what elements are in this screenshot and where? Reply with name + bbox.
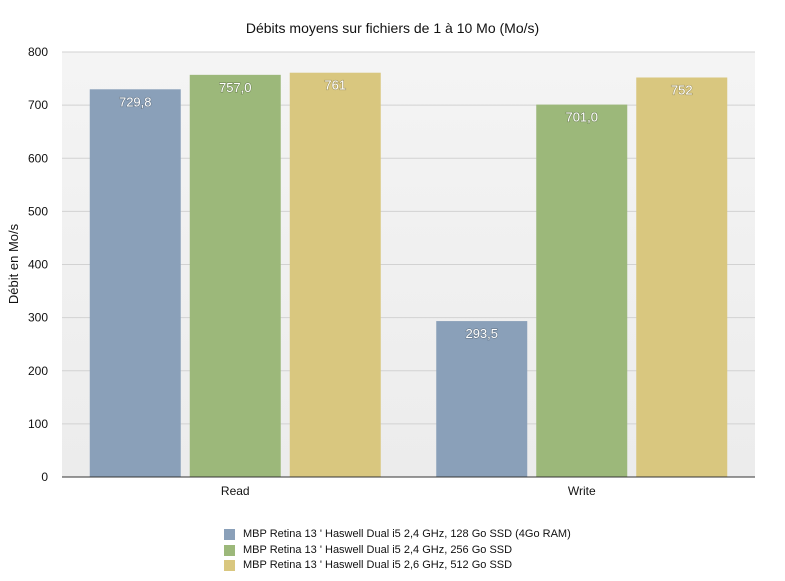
- data-label: 757,0: [219, 80, 252, 95]
- bar: [436, 321, 528, 477]
- category-label: Write: [568, 484, 596, 498]
- y-tick-label: 100: [28, 417, 48, 431]
- data-label: 761: [324, 78, 346, 93]
- legend-item: MBP Retina 13 ' Haswell Dual i5 2,6 GHz,…: [224, 558, 571, 574]
- y-axis-label: Débit en Mo/s: [6, 223, 21, 304]
- y-tick-label: 700: [28, 98, 48, 112]
- y-tick-label: 600: [28, 151, 48, 165]
- legend-label: MBP Retina 13 ' Haswell Dual i5 2,4 GHz,…: [243, 528, 571, 540]
- data-label: 729,8: [119, 94, 152, 109]
- bar: [636, 77, 728, 477]
- y-tick-label: 500: [28, 204, 48, 218]
- y-tick-label: 200: [28, 364, 48, 378]
- y-tick-label: 800: [28, 45, 48, 59]
- bar: [536, 104, 628, 477]
- bar: [289, 72, 381, 477]
- chart-title: Débits moyens sur fichiers de 1 à 10 Mo …: [245, 20, 540, 36]
- legend-swatch: [224, 529, 235, 541]
- y-tick-label: 300: [28, 311, 48, 325]
- category-label: Read: [221, 484, 250, 498]
- bar: [189, 74, 281, 477]
- data-label: 293,5: [465, 326, 498, 341]
- legend-label: MBP Retina 13 ' Haswell Dual i5 2,6 GHz,…: [243, 559, 513, 571]
- legend-swatch: [224, 560, 235, 572]
- data-label: 752: [671, 83, 693, 98]
- legend: MBP Retina 13 ' Haswell Dual i5 2,4 GHz,…: [224, 527, 571, 574]
- legend-label: MBP Retina 13 ' Haswell Dual i5 2,4 GHz,…: [243, 543, 513, 556]
- bar: [89, 89, 181, 477]
- legend-item: MBP Retina 13 ' Haswell Dual i5 2,4 GHz,…: [224, 527, 571, 543]
- y-tick-label: 400: [28, 258, 48, 272]
- y-tick-label: 0: [41, 470, 48, 484]
- data-label: 701,0: [565, 110, 598, 125]
- legend-item: MBP Retina 13 ' Haswell Dual i5 2,4 GHz,…: [224, 543, 571, 559]
- legend-swatch: [224, 544, 235, 556]
